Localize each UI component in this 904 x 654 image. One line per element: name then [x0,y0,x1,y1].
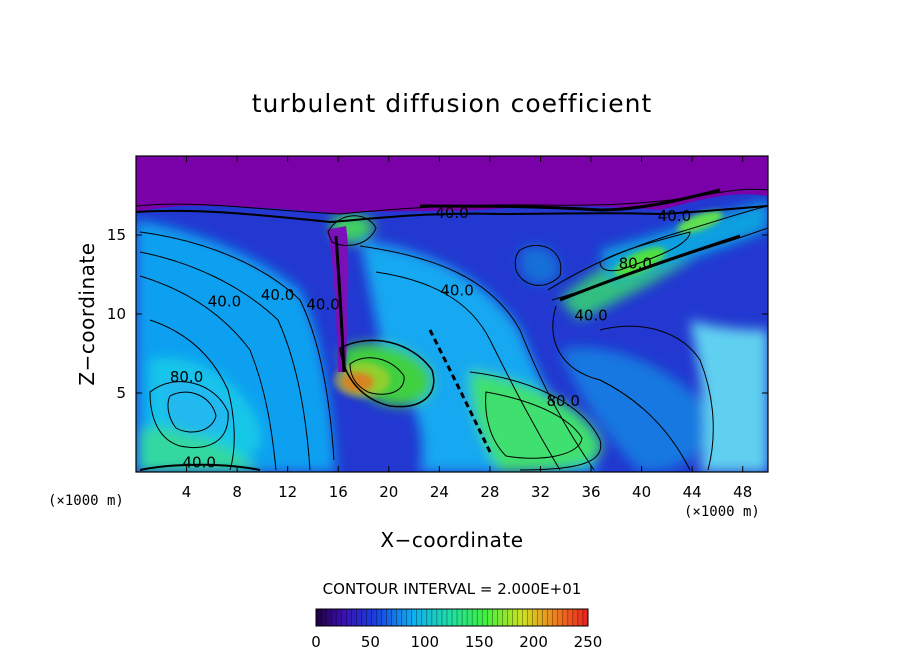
colorbar-tick-label: 200 [519,633,548,651]
colorbar-frame [315,608,589,627]
colorbar: 0 50 100 150 200 250 [311,608,602,651]
contour-label: 40.0 [182,454,215,472]
upper-layer [136,156,768,214]
colorbar-stripes [320,609,584,626]
x-tick-label: 20 [379,483,398,501]
x-tick-label: 16 [329,483,348,501]
colorbar-tick-label: 0 [311,633,321,651]
contour-label: 40.0 [658,207,691,225]
contour-label: 40.0 [208,292,241,310]
y-tick-label: 15 [107,226,126,244]
plot-area [136,156,768,472]
y-tick-label: 10 [107,305,126,323]
x-tick-label: 24 [430,483,449,501]
x-tick-label: 4 [182,483,192,501]
x-tick-label: 28 [480,483,499,501]
chart-title: turbulent diffusion coefficient [252,89,653,118]
x-tick-label: 32 [531,483,550,501]
x-tick-label: 12 [278,483,297,501]
colorbar-tick-label: 250 [574,633,603,651]
x-tick-label: 48 [733,483,752,501]
contour-label: 40.0 [435,204,468,222]
x-tick-label: 8 [232,483,242,501]
x-tick-label: 36 [581,483,600,501]
contour-label: 80.0 [619,254,652,272]
colorbar-tick-labels: 0 50 100 150 200 250 [311,633,602,651]
contour-label: 40.0 [574,307,607,325]
contour-label: 40.0 [440,281,473,299]
colorbar-tick-label: 150 [465,633,494,651]
contour-interval-note: CONTOUR INTERVAL = 2.000E+01 [323,580,582,598]
x-tick-label: 40 [632,483,651,501]
x-axis-label: X−coordinate [380,528,523,552]
x-unit-left: (×1000 m) [48,493,124,509]
contour-label: 40.0 [306,296,339,314]
contour-labels: 80.0 40.0 40.0 40.0 40.0 80.0 40.0 80.0 40.0 40.0… [170,204,691,472]
contour-label: 80.0 [547,392,580,410]
y-tick-label: 5 [116,384,126,402]
contour-label: 80.0 [170,368,203,386]
contour-label: 40.0 [261,286,294,304]
field-shading [136,200,768,472]
y-axis-label: Z−coordinate [75,242,99,385]
x-tick-label: 44 [683,483,702,501]
x-unit-right: (×1000 m) [684,504,760,520]
contour-heavy [139,188,741,471]
colorbar-tick-label: 50 [361,633,380,651]
colorbar-tick-label: 100 [410,633,439,651]
field-peaks [334,210,723,398]
